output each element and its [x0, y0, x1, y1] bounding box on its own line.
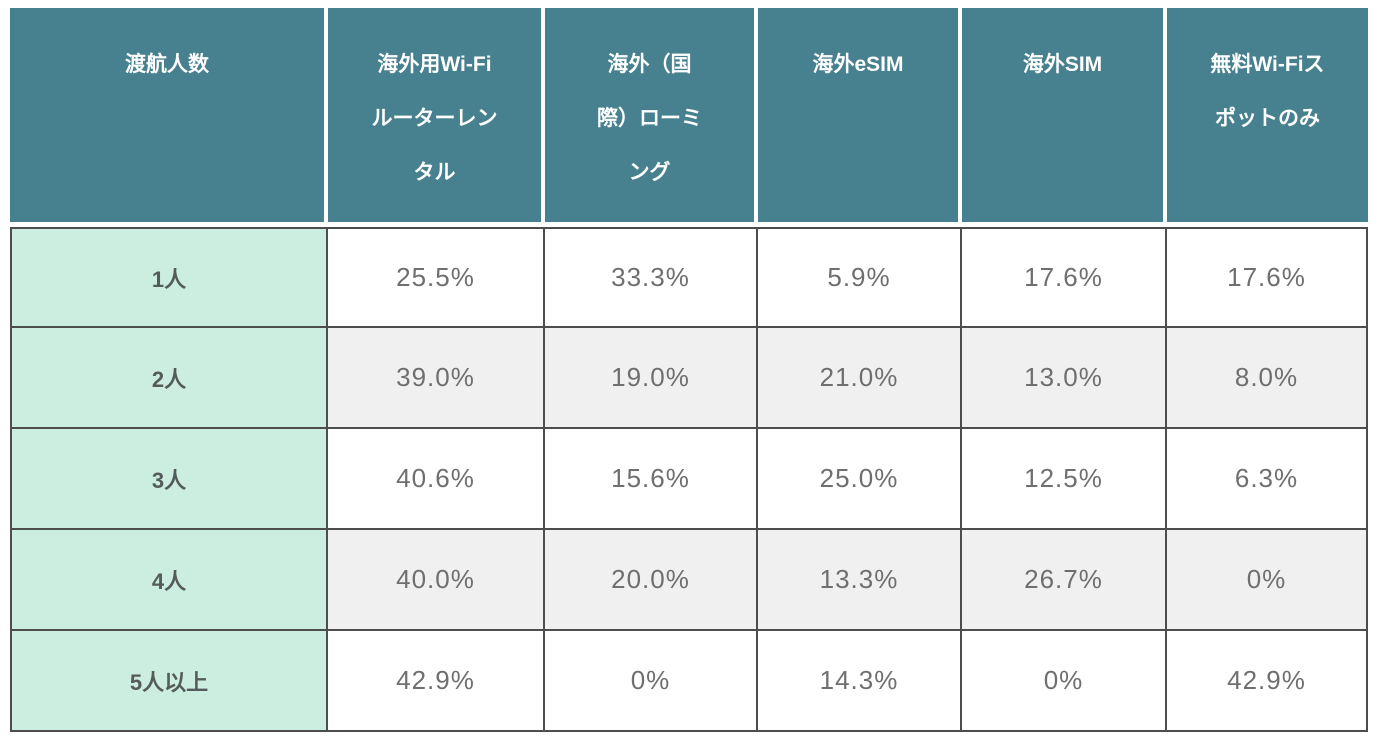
value-cell: 0% [545, 631, 758, 732]
value-cell: 0% [1167, 530, 1368, 631]
value-cell: 21.0% [758, 328, 962, 429]
value-cell: 0% [962, 631, 1167, 732]
header-cell-party-size: 渡航人数 [10, 8, 328, 222]
header-cell-esim: 海外eSIM [758, 8, 962, 222]
value-cell: 42.9% [328, 631, 545, 732]
value-cell: 33.3% [545, 227, 758, 328]
header-cell-free-wifi-only: 無料Wi-Fiス ポットのみ [1167, 8, 1368, 222]
value-cell: 40.0% [328, 530, 545, 631]
row-label: 4人 [10, 530, 328, 631]
row-label: 2人 [10, 328, 328, 429]
value-cell: 15.6% [545, 429, 758, 530]
value-cell: 13.3% [758, 530, 962, 631]
survey-table: 渡航人数 海外用Wi-Fi ルーターレン タル 海外（国 際）ローミ ング 海外… [10, 8, 1368, 732]
table-body: 1人 25.5% 33.3% 5.9% 17.6% 17.6% 2人 39.0%… [10, 227, 1368, 732]
value-cell: 13.0% [962, 328, 1167, 429]
value-cell: 39.0% [328, 328, 545, 429]
row-label: 3人 [10, 429, 328, 530]
table-row-4-persons: 4人 40.0% 20.0% 13.3% 26.7% 0% [10, 530, 1368, 631]
table-row-1-person: 1人 25.5% 33.3% 5.9% 17.6% 17.6% [10, 227, 1368, 328]
table-header-row: 渡航人数 海外用Wi-Fi ルーターレン タル 海外（国 際）ローミ ング 海外… [10, 8, 1368, 222]
value-cell: 42.9% [1167, 631, 1368, 732]
value-cell: 5.9% [758, 227, 962, 328]
table-row-2-persons: 2人 39.0% 19.0% 21.0% 13.0% 8.0% [10, 328, 1368, 429]
value-cell: 25.5% [328, 227, 545, 328]
value-cell: 12.5% [962, 429, 1167, 530]
value-cell: 17.6% [1167, 227, 1368, 328]
value-cell: 20.0% [545, 530, 758, 631]
header-cell-wifi-router-rental: 海外用Wi-Fi ルーターレン タル [328, 8, 545, 222]
value-cell: 8.0% [1167, 328, 1368, 429]
table-row-3-persons: 3人 40.6% 15.6% 25.0% 12.5% 6.3% [10, 429, 1368, 530]
value-cell: 26.7% [962, 530, 1167, 631]
header-cell-sim: 海外SIM [962, 8, 1167, 222]
value-cell: 14.3% [758, 631, 962, 732]
value-cell: 17.6% [962, 227, 1167, 328]
value-cell: 25.0% [758, 429, 962, 530]
value-cell: 40.6% [328, 429, 545, 530]
value-cell: 19.0% [545, 328, 758, 429]
header-cell-intl-roaming: 海外（国 際）ローミ ング [545, 8, 758, 222]
row-label: 1人 [10, 227, 328, 328]
table-row-5-or-more: 5人以上 42.9% 0% 14.3% 0% 42.9% [10, 631, 1368, 732]
row-label: 5人以上 [10, 631, 328, 732]
value-cell: 6.3% [1167, 429, 1368, 530]
